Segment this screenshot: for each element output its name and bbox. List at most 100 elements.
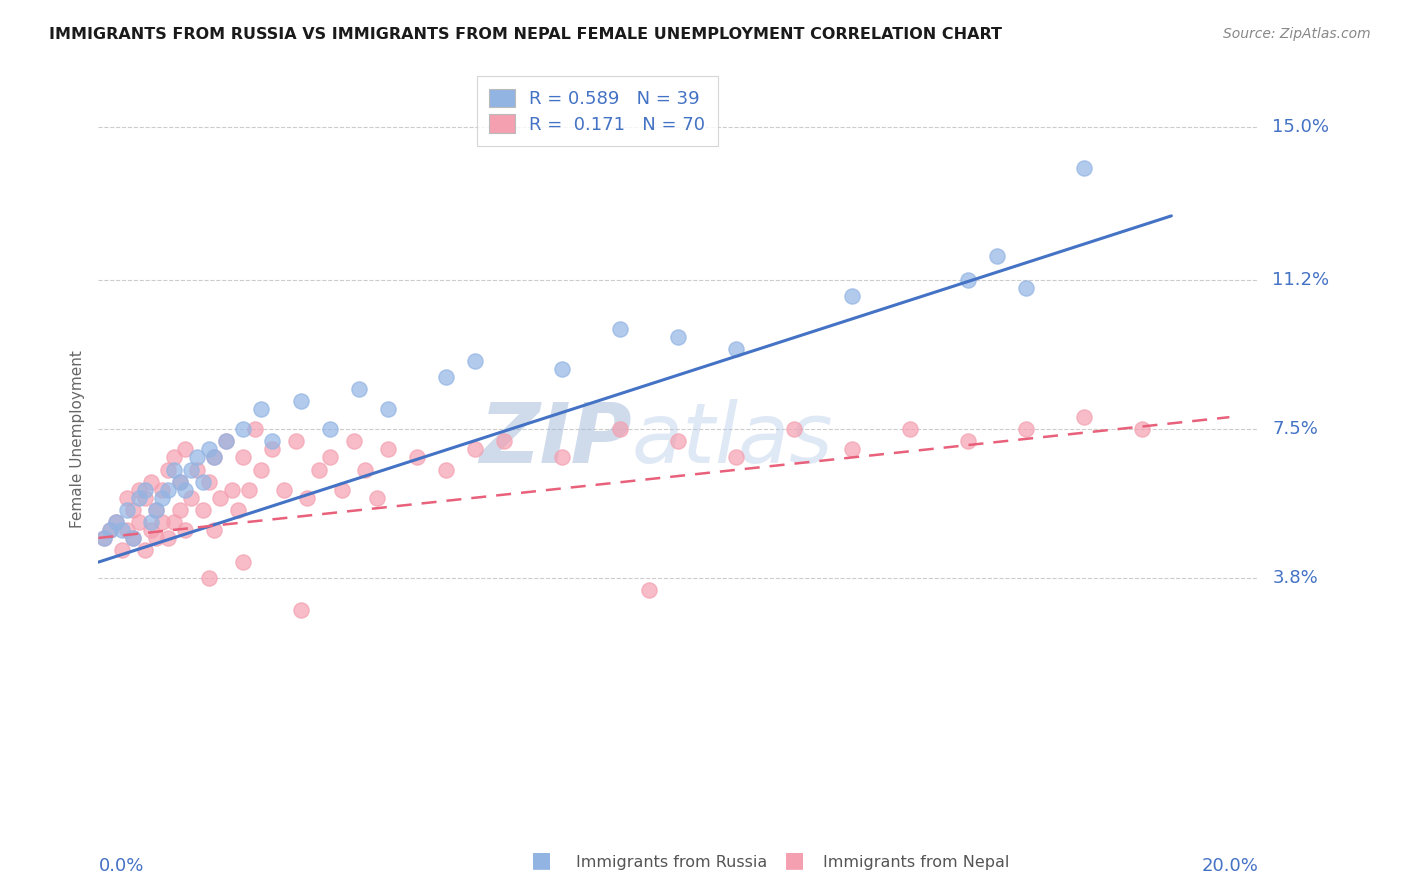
Point (250, 402, 273, 417)
Point (139, 475, 162, 489)
Point (163, 462, 186, 476)
Y-axis label: Female Unemployment: Female Unemployment (69, 351, 84, 528)
Text: Immigrants from Russia: Immigrants from Russia (576, 855, 768, 870)
Text: 7.5%: 7.5% (1272, 420, 1319, 438)
Point (174, 483, 197, 497)
Point (134, 543, 156, 558)
Point (117, 523, 139, 537)
Point (1015, 422, 1038, 436)
Point (180, 491, 202, 505)
Point (349, 382, 371, 396)
Point (436, 370, 458, 384)
Point (319, 450, 342, 465)
Point (551, 362, 574, 376)
Point (262, 442, 284, 457)
Point (1130, 422, 1153, 436)
Point (725, 450, 748, 465)
Text: ZIP: ZIP (479, 399, 633, 480)
Point (122, 531, 145, 545)
Point (436, 462, 458, 476)
Point (169, 475, 191, 489)
Point (308, 462, 330, 476)
Point (209, 491, 232, 505)
Point (366, 491, 388, 505)
Text: 0.0%: 0.0% (98, 857, 143, 875)
Point (232, 422, 254, 436)
Point (139, 523, 162, 537)
Point (725, 342, 748, 356)
Text: 20.0%: 20.0% (1202, 857, 1258, 875)
Point (180, 462, 202, 476)
Point (354, 462, 377, 476)
Point (163, 515, 186, 529)
Point (900, 422, 922, 436)
Point (330, 483, 353, 497)
Point (128, 491, 150, 505)
Point (232, 555, 254, 569)
Point (139, 515, 162, 529)
Text: ■: ■ (531, 850, 551, 870)
Point (204, 450, 226, 465)
Point (406, 450, 429, 465)
Point (163, 450, 186, 465)
Point (215, 434, 238, 449)
Point (145, 531, 167, 545)
Point (128, 483, 150, 497)
Point (150, 491, 173, 505)
Point (957, 273, 980, 287)
Point (150, 483, 173, 497)
Point (215, 434, 238, 449)
Point (250, 462, 273, 476)
Point (128, 515, 150, 529)
Point (186, 450, 208, 465)
Point (343, 434, 366, 449)
Point (226, 502, 249, 516)
Point (1015, 281, 1038, 295)
Point (841, 289, 863, 303)
Point (134, 491, 156, 505)
Point (464, 353, 486, 368)
Point (111, 523, 132, 537)
Text: IMMIGRANTS FROM RUSSIA VS IMMIGRANTS FROM NEPAL FEMALE UNEMPLOYMENT CORRELATION : IMMIGRANTS FROM RUSSIA VS IMMIGRANTS FRO… (49, 27, 1002, 42)
Point (191, 475, 214, 489)
Legend: R = 0.589   N = 39, R =  0.171   N = 70: R = 0.589 N = 39, R = 0.171 N = 70 (477, 76, 717, 146)
Point (609, 422, 631, 436)
Point (377, 402, 399, 417)
Point (551, 450, 574, 465)
Point (609, 321, 631, 335)
Text: atlas: atlas (633, 399, 834, 480)
Point (290, 603, 312, 617)
Point (1073, 410, 1095, 425)
Point (174, 442, 197, 457)
Point (197, 571, 219, 585)
Point (284, 434, 307, 449)
Point (204, 450, 226, 465)
Point (232, 450, 254, 465)
Point (197, 475, 219, 489)
Point (169, 475, 191, 489)
Point (238, 483, 260, 497)
Point (297, 491, 319, 505)
Point (494, 434, 516, 449)
Point (145, 502, 167, 516)
Text: ■: ■ (785, 850, 804, 870)
Point (783, 422, 806, 436)
Point (186, 462, 208, 476)
Point (204, 523, 226, 537)
Point (464, 442, 486, 457)
Point (957, 434, 980, 449)
Text: Immigrants from Nepal: Immigrants from Nepal (823, 855, 1010, 870)
Point (262, 434, 284, 449)
Point (98, 523, 121, 537)
Point (145, 502, 167, 516)
Point (104, 515, 127, 529)
Point (197, 442, 219, 457)
Point (104, 515, 127, 529)
Point (157, 483, 180, 497)
Point (638, 583, 661, 598)
Point (273, 483, 295, 497)
Point (134, 483, 156, 497)
Point (841, 442, 863, 457)
Point (174, 523, 197, 537)
Point (93, 531, 115, 545)
